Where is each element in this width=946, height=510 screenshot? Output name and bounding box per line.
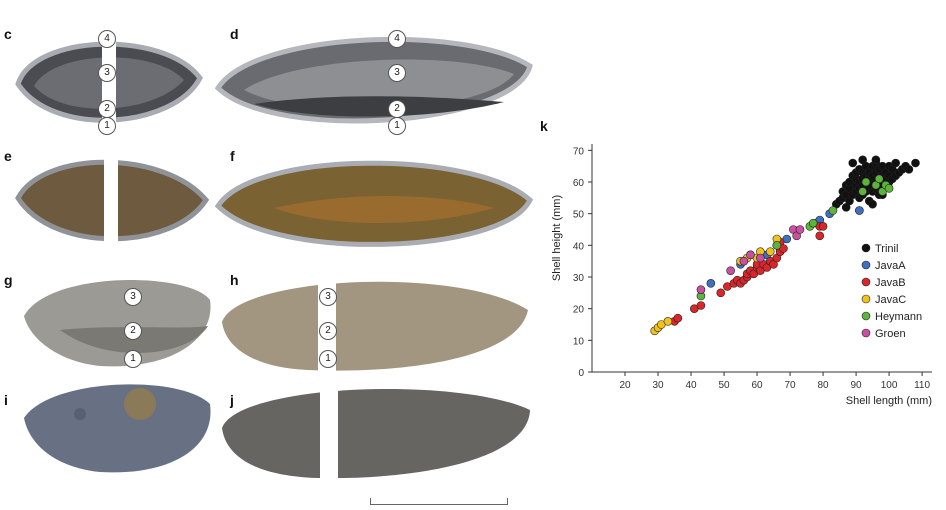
data-point-heymann: [828, 206, 838, 215]
layer-marker-d-3: 3: [388, 64, 406, 82]
legend-marker-javaa: [861, 260, 871, 270]
data-point-javac: [765, 247, 775, 256]
layer-marker-g-2: 2: [124, 322, 142, 340]
shell-section-photo-h: [222, 270, 528, 374]
panel-letter-i: i: [4, 392, 8, 408]
data-point-groen: [756, 253, 765, 263]
layer-marker-c-3: 3: [98, 64, 116, 82]
shell-section-photo-e: [15, 150, 210, 250]
data-point-trinil: [868, 199, 877, 209]
layer-marker-c-2: 2: [98, 100, 116, 118]
layer-marker-d-4: 4: [388, 30, 406, 48]
y-tick-label: 60: [573, 178, 585, 189]
data-point-javab: [818, 222, 828, 231]
legend-label-groen: Groen: [875, 328, 906, 340]
panel-letter-g: g: [4, 272, 13, 288]
legend-marker-heymann: [861, 311, 871, 321]
y-tick-label: 10: [573, 336, 585, 347]
legend-label-trinil: Trinil: [875, 243, 898, 255]
shell-section-photo-i: [24, 384, 211, 473]
shell-section-photo-d: [214, 36, 533, 124]
data-point-trinil: [871, 155, 881, 165]
legend-label-javaa: JavaA: [875, 260, 906, 272]
x-tick-label: 80: [818, 380, 830, 391]
layer-marker-h-3: 3: [319, 288, 337, 306]
panel-letter-c: c: [4, 26, 12, 42]
x-tick-label: 30: [652, 380, 664, 391]
data-point-groen: [746, 250, 755, 260]
x-axis-label: Shell length (mm): [846, 395, 932, 407]
x-tick-label: 110: [914, 380, 930, 391]
legend-label-javac: JavaC: [875, 294, 906, 306]
x-tick-label: 70: [784, 380, 796, 391]
shell-section-photo-g: [24, 279, 211, 367]
y-tick-label: 20: [573, 305, 585, 316]
layer-marker-c-4: 4: [98, 30, 116, 48]
y-tick-label: 30: [573, 273, 585, 284]
data-point-javaa: [855, 206, 864, 215]
shell-section-photo-j: [222, 380, 530, 480]
panel-letter-f: f: [230, 148, 235, 164]
panel-letter-h: h: [230, 272, 239, 288]
shell-section-photo-f: [214, 160, 534, 247]
data-point-trinil: [858, 155, 867, 165]
panel-letter-d: d: [230, 26, 239, 42]
x-tick-label: 40: [685, 380, 697, 391]
data-point-trinil: [904, 165, 914, 174]
y-tick-label: 70: [573, 146, 585, 157]
legend-marker-groen: [861, 328, 871, 338]
legend-marker-javac: [861, 294, 871, 304]
data-point-groen: [726, 266, 735, 275]
data-point-groen: [795, 225, 805, 234]
layer-marker-c-1: 1: [98, 117, 116, 135]
layer-marker-d-2: 2: [388, 100, 406, 118]
data-point-heymann: [861, 177, 871, 187]
y-tick-label: 50: [573, 210, 585, 221]
layer-marker-g-1: 1: [124, 350, 142, 368]
x-tick-label: 50: [718, 380, 730, 391]
legend-marker-trinil: [861, 243, 871, 253]
legend-marker-javab: [861, 277, 871, 287]
x-tick-label: 100: [881, 380, 898, 391]
data-point-heymann: [858, 187, 867, 196]
layer-marker-d-1: 1: [388, 117, 406, 135]
shell-section-photo-c: [15, 28, 203, 140]
data-point-trinil: [891, 158, 900, 168]
data-point-groen: [696, 285, 706, 294]
layer-marker-g-3: 3: [124, 288, 142, 306]
data-point-heymann: [884, 184, 894, 193]
data-point-javab: [815, 231, 825, 241]
data-point-javaa: [706, 279, 716, 288]
layer-marker-h-2: 2: [319, 322, 337, 340]
data-point-trinil: [841, 203, 851, 212]
data-point-groen: [739, 256, 749, 266]
x-tick-label: 60: [751, 380, 763, 391]
y-axis-label: Shell height (mm): [551, 195, 563, 281]
panel-letter-e: e: [4, 148, 12, 164]
layer-marker-h-1: 1: [319, 350, 337, 368]
data-point-javab: [673, 313, 683, 323]
scatter-chart: 20 30 40 50 60 70 80 90 100 110 0 10 20 30 40 50 60 70 She…: [551, 144, 932, 407]
data-point-trinil: [911, 158, 920, 168]
panel-letter-k: k: [540, 118, 548, 134]
y-tick-label: 0: [578, 368, 584, 379]
legend-label-javab: JavaB: [875, 277, 906, 289]
data-point-trinil: [848, 158, 858, 168]
y-tick-label: 40: [573, 241, 585, 252]
legend-label-heymann: Heymann: [875, 311, 922, 323]
data-point-javac: [663, 317, 673, 326]
x-tick-label: 90: [851, 380, 863, 391]
data-point-heymann: [772, 241, 782, 250]
x-tick-label: 20: [619, 380, 631, 391]
data-point-heymann: [874, 174, 884, 184]
data-point-javab: [696, 301, 706, 310]
data-point-heymann: [808, 218, 818, 228]
panel-letter-j: j: [230, 392, 234, 408]
scale-bar: [370, 498, 508, 505]
data-point-javab: [716, 288, 726, 298]
